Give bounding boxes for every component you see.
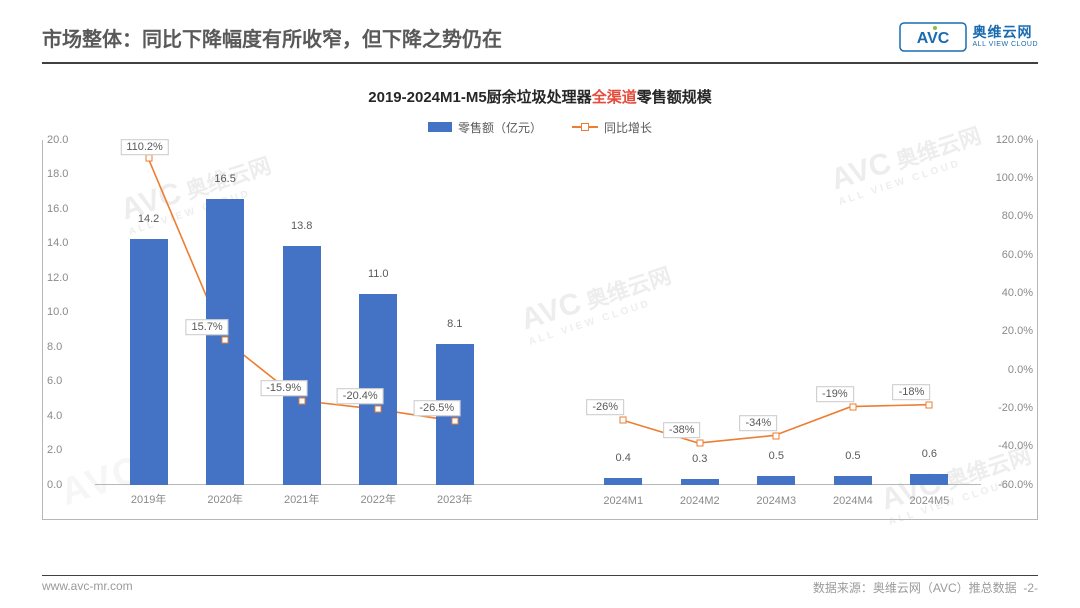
bar-value-label: 13.8 [291,220,312,232]
y-right-tick: -60.0% [991,479,1039,491]
growth-label: -38% [663,422,701,438]
y-axis-right: -60.0%-40.0%-20.0%0.0%20.0%40.0%60.0%80.… [991,140,1039,485]
bar-value-label: 0.3 [692,453,707,465]
bar [757,476,795,485]
y-left-tick: 2.0 [41,444,89,456]
legend-line-label: 同比增长 [604,119,652,136]
bar-value-label: 0.6 [922,448,937,460]
growth-label: -26% [586,399,624,415]
category-label: 2024M4 [833,495,873,507]
line-marker [696,440,703,447]
category-label: 2023年 [437,491,472,507]
category-label: 2024M3 [756,495,796,507]
bar-value-label: 11.0 [368,268,389,280]
footer-source: 数据来源：奥维云网（AVC）推总数据 -2- [813,579,1038,596]
y-right-tick: 60.0% [991,249,1039,261]
chart-plot: 0.02.04.06.08.010.012.014.016.018.020.0 … [42,140,1038,520]
y-right-tick: 40.0% [991,287,1039,299]
bar [834,476,872,485]
category-label: 2024M1 [603,495,643,507]
y-left-tick: 6.0 [41,375,89,387]
line-marker [773,432,780,439]
y-left-tick: 20.0 [41,134,89,146]
line-marker [451,418,458,425]
y-left-tick: 14.0 [41,237,89,249]
growth-label: -26.5% [413,400,460,416]
bar-value-label: 0.5 [769,450,784,462]
y-left-tick: 8.0 [41,341,89,353]
bar [283,246,321,485]
line-marker [145,155,152,162]
chart-legend: 零售额（亿元） 同比增长 [42,115,1038,140]
y-left-tick: 16.0 [41,203,89,215]
bar [130,239,168,485]
growth-label: -15.9% [260,380,307,396]
y-right-tick: 100.0% [991,172,1039,184]
y-right-tick: 0.0% [991,364,1039,376]
page-title: 市场整体：同比下降幅度有所收窄，但下降之势仍在 [42,23,502,52]
y-right-tick: 20.0% [991,325,1039,337]
growth-label: 15.7% [186,319,229,335]
legend-bar: 零售额（亿元） [428,119,542,136]
growth-label: -34% [739,415,777,431]
y-left-tick: 10.0 [41,306,89,318]
y-left-tick: 0.0 [41,479,89,491]
category-label: 2019年 [131,491,166,507]
category-label: 2024M5 [910,495,950,507]
y-left-tick: 18.0 [41,168,89,180]
svg-text:AVC: AVC [916,30,949,47]
y-right-tick: 80.0% [991,210,1039,222]
category-label: 2020年 [207,491,242,507]
y-right-tick: -20.0% [991,402,1039,414]
brand-logo: AVC 奥维云网 ALL VIEW CLOUD [899,22,1038,52]
y-left-tick: 4.0 [41,410,89,422]
growth-label: -20.4% [337,389,384,405]
legend-bar-swatch [428,122,452,132]
line-marker [926,401,933,408]
bar-value-label: 8.1 [447,318,462,330]
category-label: 2022年 [360,491,395,507]
footer-divider [42,575,1038,576]
header-divider [42,62,1038,64]
line-marker [620,417,627,424]
plot-area: 14.22019年16.52020年13.82021年11.02022年8.12… [95,140,981,485]
line-marker [298,397,305,404]
bar [910,474,948,484]
line-marker [849,403,856,410]
growth-label: 110.2% [120,140,169,156]
bar-value-label: 0.4 [616,452,631,464]
y-left-tick: 12.0 [41,272,89,284]
chart-title: 2019-2024M1-M5厨余垃圾处理器全渠道零售额规模 [0,86,1080,107]
y-axis-left: 0.02.04.06.08.010.012.014.016.018.020.0 [41,140,89,485]
y-right-tick: 120.0% [991,134,1039,146]
growth-label: -18% [893,384,931,400]
growth-label: -19% [816,386,854,402]
avc-logo-icon: AVC [899,22,967,52]
legend-line-swatch [572,126,598,128]
bar [604,478,642,485]
legend-bar-label: 零售额（亿元） [458,119,542,136]
logo-en-text: ALL VIEW CLOUD [973,41,1038,49]
bar-value-label: 16.5 [214,173,235,185]
footer-url: www.avc-mr.com [42,579,133,596]
category-label: 2021年 [284,491,319,507]
y-right-tick: -40.0% [991,440,1039,452]
logo-cn-text: 奥维云网 [973,25,1038,40]
page-footer: www.avc-mr.com 数据来源：奥维云网（AVC）推总数据 -2- [0,579,1080,596]
bar-value-label: 0.5 [845,450,860,462]
line-marker [222,336,229,343]
legend-line: 同比增长 [572,119,652,136]
page-header: 市场整体：同比下降幅度有所收窄，但下降之势仍在 AVC 奥维云网 ALL VIE… [0,0,1080,62]
line-marker [375,406,382,413]
bar-value-label: 14.2 [138,213,159,225]
chart-container: 零售额（亿元） 同比增长 0.0 2.0 4.0 6.0 8.0 10.0 12.0 14.0… [42,115,1038,535]
category-label: 2024M2 [680,495,720,507]
bar [681,479,719,484]
